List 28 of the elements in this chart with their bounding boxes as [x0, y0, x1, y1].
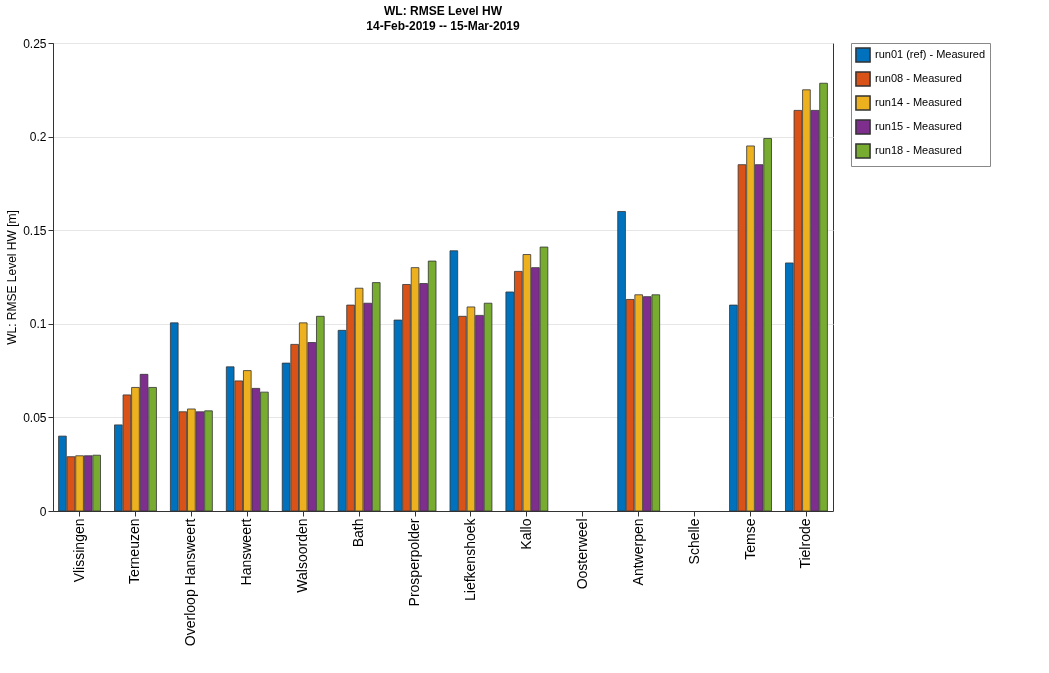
legend-label: run14 - Measured: [875, 96, 962, 108]
x-tick-label: Walsoorden: [294, 518, 311, 593]
x-tick-label: Overloop Hansweert: [182, 518, 199, 647]
x-tick-label: Vlissingen: [70, 518, 87, 583]
x-tick-label: Temse: [741, 518, 758, 560]
x-tick-label: Prosperpolder: [406, 518, 423, 607]
legend-label: run08 - Measured: [875, 72, 962, 84]
x-tick-label: Oosterweel: [573, 518, 590, 590]
x-tick-label: Kallo: [517, 518, 534, 550]
x-tick-label: Schelle: [685, 518, 702, 565]
y-tick-label: 0.1: [29, 317, 47, 332]
legend-label: run15 - Measured: [875, 120, 962, 132]
legend-label: run01 (ref) - Measured: [875, 48, 986, 60]
legend-label: run18 - Measured: [875, 144, 962, 156]
chart-subtitle: 14-Feb-2019 -- 15-Mar-2019: [366, 19, 521, 33]
y-tick-label: 0: [39, 504, 47, 519]
x-tick-label: Liefkenshoek: [461, 517, 478, 602]
y-tick-label: 0.2: [29, 130, 47, 145]
x-tick-label: Tielrode: [797, 518, 814, 569]
x-tick-label: Bath: [350, 518, 367, 548]
y-axis-title: WL: RMSE Level HW [m]: [5, 210, 20, 345]
chart-title: WL: RMSE Level HW: [383, 4, 503, 18]
x-tick-label: Antwerpen: [629, 518, 646, 586]
y-tick-label: 0.15: [23, 223, 47, 238]
x-tick-label: Hansweert: [238, 518, 255, 586]
x-tick-label: Terneuzen: [126, 518, 143, 584]
y-tick-label: 0.25: [23, 36, 47, 51]
y-tick-label: 0.05: [23, 410, 47, 425]
